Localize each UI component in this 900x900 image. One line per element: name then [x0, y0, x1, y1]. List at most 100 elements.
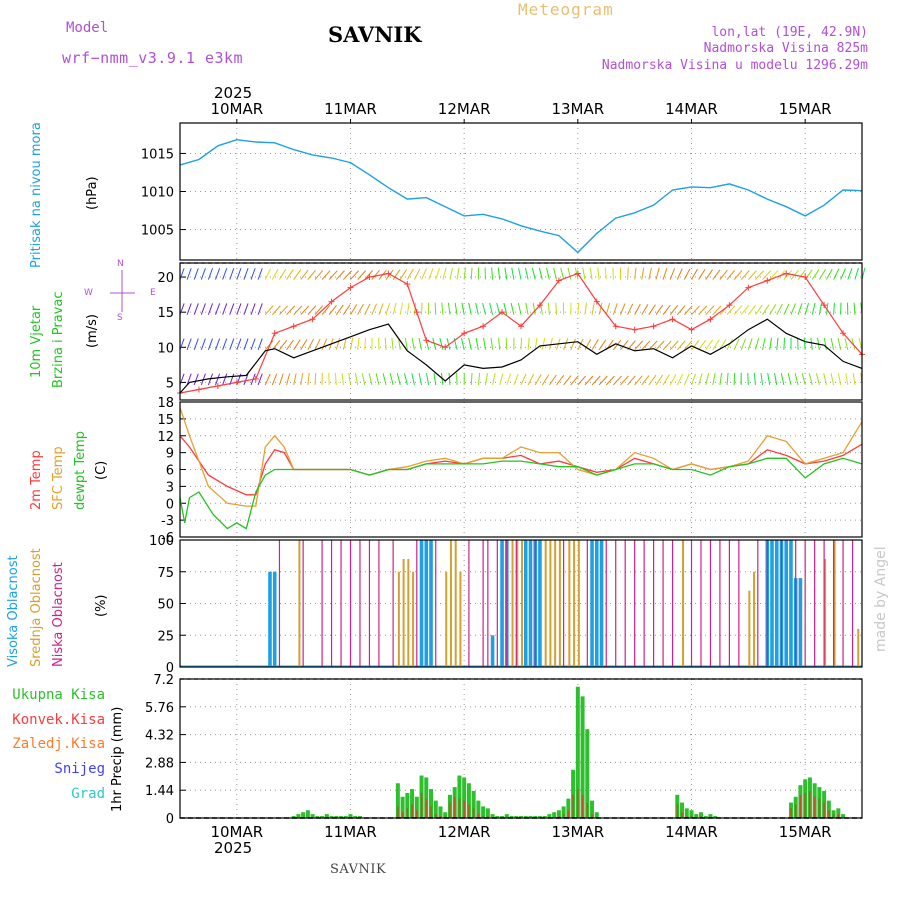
precip-conv-bar — [690, 816, 693, 818]
wind-arrow — [747, 270, 757, 280]
wind-tick-label: 20 — [157, 271, 174, 286]
wind-arrow — [468, 337, 472, 350]
wind-arrow — [627, 267, 629, 280]
wind-arrow — [222, 338, 228, 350]
precip-tick-label: 4.32 — [145, 729, 174, 744]
wind-arrow — [604, 267, 607, 280]
wind-arrow — [207, 373, 214, 386]
precip-conv-bar — [799, 794, 802, 818]
high-cloud-bar — [784, 540, 789, 667]
wind-arrow — [506, 373, 512, 386]
wind-arrow — [396, 373, 401, 386]
wind-arrow — [676, 268, 683, 280]
wind-arrow — [769, 304, 777, 315]
gust-marker — [366, 274, 373, 281]
wind-arrow — [364, 337, 367, 350]
wind-arrow — [591, 302, 595, 315]
wind-arrow — [582, 267, 586, 280]
precip-conv-bar — [809, 790, 811, 818]
wind-arrow — [279, 305, 288, 316]
precip-total-bar — [585, 729, 590, 818]
wind-arrow — [293, 269, 302, 280]
wind-arrow — [811, 302, 816, 315]
wind-arrow — [293, 373, 297, 386]
wind-arrow — [447, 302, 451, 315]
gust-marker — [612, 323, 619, 330]
wind-arrow — [293, 305, 303, 316]
gust-marker — [518, 323, 524, 330]
wind-arrow — [491, 267, 494, 280]
wind-arrow — [342, 304, 351, 315]
wind-arrow — [179, 303, 185, 315]
precip-total-bar — [571, 769, 576, 818]
precip-total-bar — [339, 816, 344, 818]
precip-conv-bar — [823, 802, 825, 818]
wind-arrow — [648, 340, 658, 351]
wind-arrow — [598, 339, 607, 351]
pressure-tick-label: 1005 — [141, 224, 174, 239]
wind-arrow — [803, 337, 806, 350]
precip-conv-bar — [558, 816, 560, 818]
wind-arrow — [541, 337, 546, 350]
model-elevation-label: Nadmorska Visina u modelu 1296.29m — [601, 58, 868, 73]
precip-tick-label: 2.88 — [145, 756, 174, 771]
precip-total-bar — [575, 686, 580, 818]
high-cloud-bar — [590, 540, 594, 667]
wind-arrow — [404, 373, 408, 386]
wind-arrow — [307, 338, 314, 351]
gust-marker — [574, 270, 581, 277]
precip-total-bar — [291, 816, 296, 818]
gust-marker — [802, 274, 809, 281]
gust-marker — [214, 382, 221, 389]
precip-total-bar — [500, 816, 505, 818]
wind-arrow — [818, 269, 827, 280]
wind-arrow — [475, 337, 479, 350]
wind-arrow — [371, 270, 380, 280]
high-cloud-bar — [594, 540, 599, 667]
wind-arrow — [498, 337, 501, 350]
wind-arrow — [773, 373, 778, 386]
precip-total-bar — [481, 806, 486, 818]
wind-arrow — [215, 338, 221, 350]
precip-conv-bar — [453, 796, 456, 818]
gust-marker — [347, 284, 354, 291]
gust-marker — [461, 330, 468, 337]
wind-arrow — [853, 302, 856, 315]
wind-arrow — [810, 337, 813, 350]
wind-arrow — [830, 373, 835, 386]
wind-arrow — [577, 338, 584, 351]
precip-total-bar — [689, 810, 694, 818]
wind-arrow — [755, 270, 764, 280]
precip-conv-bar — [837, 814, 840, 818]
precip-conv-bar — [572, 794, 574, 818]
precip-total-bar — [556, 810, 561, 818]
wind-arrow — [683, 373, 690, 386]
precip-total-bar — [826, 800, 831, 818]
gust-marker — [764, 277, 771, 284]
wind-arrow — [740, 305, 750, 315]
wind-arrow — [769, 337, 773, 350]
high-cloud-bar — [599, 540, 604, 667]
precip-total-bar — [841, 814, 846, 818]
precip-total-bar — [343, 816, 348, 818]
precip-conv-bar — [458, 798, 461, 818]
precip-total-bar — [514, 816, 519, 818]
wind-arrow — [321, 305, 331, 315]
wind-arrow — [229, 303, 235, 315]
precip-total-bar — [485, 808, 490, 818]
wind-arrow — [454, 302, 458, 315]
wind-arrow — [556, 375, 565, 386]
precip-total-bar — [680, 802, 685, 818]
wind-arrow — [733, 305, 743, 315]
wind-arrow — [662, 267, 668, 280]
wind-arrow — [662, 374, 670, 386]
wind-arrow — [676, 373, 684, 386]
precip-total-bar — [537, 816, 542, 818]
high-cloud-bar — [272, 571, 277, 667]
wind-arrow — [426, 373, 430, 386]
wind-arrow — [463, 267, 466, 280]
wind-arrow — [553, 267, 558, 280]
precip-total-bar — [694, 814, 699, 818]
wind-arrow — [605, 375, 615, 386]
